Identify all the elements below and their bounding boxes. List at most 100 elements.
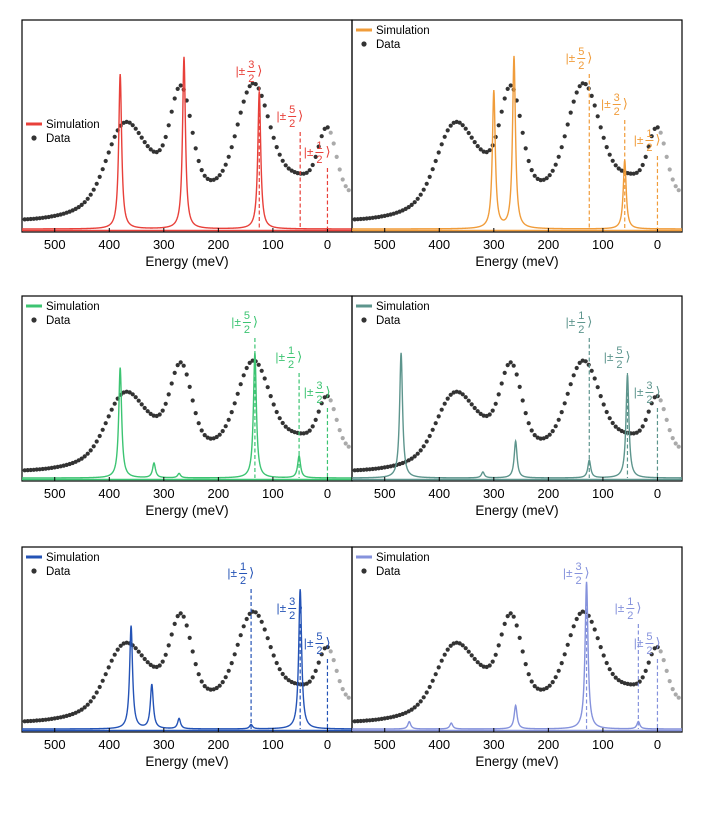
data-point [505,614,510,619]
x-tick-label: 400 [428,737,450,752]
data-point [256,613,261,618]
level-denominator: 2 [240,575,246,587]
legend-data-label: Data [46,133,71,145]
data-point [565,642,570,647]
level-label: |± 5 2⟩ [604,345,631,371]
data-point [460,123,465,128]
data-point [610,671,615,677]
data-point [337,679,342,684]
panel-1: 500 400 300 200 100 0 Energy (meV) Simulation Da… [21,19,353,269]
data-point [223,162,228,167]
data-point [316,660,321,665]
data-point [187,384,192,389]
data-point [334,417,339,422]
data-point [229,661,234,666]
panel-4: 500 400 300 200 100 0 Energy (meV) Simulation Da… [351,295,683,518]
level-angle-bracket: ⟩ [636,600,641,615]
data-point [283,163,288,168]
data-point [544,685,549,691]
data-point [406,205,411,210]
data-point [658,649,663,654]
data-point [649,401,654,406]
data-point [22,719,27,724]
level-ket: |± [304,636,314,650]
level-label: |± 3 2⟩ [276,596,303,622]
data-point [523,411,528,416]
legend-simulation-label: Simulation [46,119,100,131]
data-point [466,398,471,403]
data-point [88,192,93,197]
simulation-series [352,55,682,230]
data-point [34,467,39,472]
level-denominator: 2 [316,645,322,657]
data-point [655,125,660,130]
data-point [127,390,132,395]
data-point [232,134,237,139]
legend-data-swatch [31,568,37,574]
data-point [88,448,93,453]
data-point [232,401,237,406]
data-point [241,373,246,378]
data-point [661,141,666,146]
data-point [25,719,30,724]
level-ket: |± [615,601,625,615]
legend-data-swatch [361,568,367,574]
data-point [28,718,33,724]
level-angle-bracket: ⟩ [655,384,660,399]
data-point [184,623,189,628]
data-point [475,144,480,149]
level-label: |± 5 2⟩ [634,631,661,657]
level-angle-bracket: ⟩ [325,635,330,650]
level-ket: |± [276,601,286,615]
level-numerator: 5 [244,310,250,322]
data-point [307,428,312,433]
data-point [202,433,207,438]
data-point [238,110,243,115]
data-point [328,398,333,403]
data-point [661,407,666,412]
data-point [100,427,105,432]
data-point [595,636,600,641]
data-point [106,150,111,155]
simulation-series [22,352,352,479]
data-point [496,123,501,128]
data-point [112,134,117,139]
data-point [523,662,528,667]
x-tick-label: 0 [654,486,661,501]
data-point [646,144,651,149]
data-point [529,168,534,173]
data-point [115,647,120,652]
data-point [274,660,279,666]
x-tick-label: 100 [262,486,284,501]
data-point [238,633,243,638]
data-point [274,409,279,415]
data-point [562,134,567,139]
data-point [235,391,240,396]
level-label: |± 1 2⟩ [566,310,593,336]
data-point [352,217,357,222]
x-tick-label: 0 [654,737,661,752]
data-point [340,177,345,182]
data-point [574,90,579,95]
data-point [637,428,642,433]
level-denominator: 2 [244,324,250,336]
data-point [559,410,564,415]
data-point [640,675,645,680]
data-point [358,216,363,222]
x-tick-label: 0 [324,486,331,501]
data-point [340,687,345,692]
data-point [532,433,537,438]
data-point [592,103,597,108]
data-point [667,428,672,433]
data-point [547,173,552,178]
data-point [457,641,462,646]
data-series [352,609,681,724]
level-ket: |± [566,315,576,329]
data-point [523,146,528,151]
data-point [316,409,321,414]
data-point [442,652,447,657]
data-point [82,200,87,205]
data-point [268,394,273,399]
level-denominator: 2 [575,575,581,587]
x-axis-label: Energy (meV) [145,503,228,518]
